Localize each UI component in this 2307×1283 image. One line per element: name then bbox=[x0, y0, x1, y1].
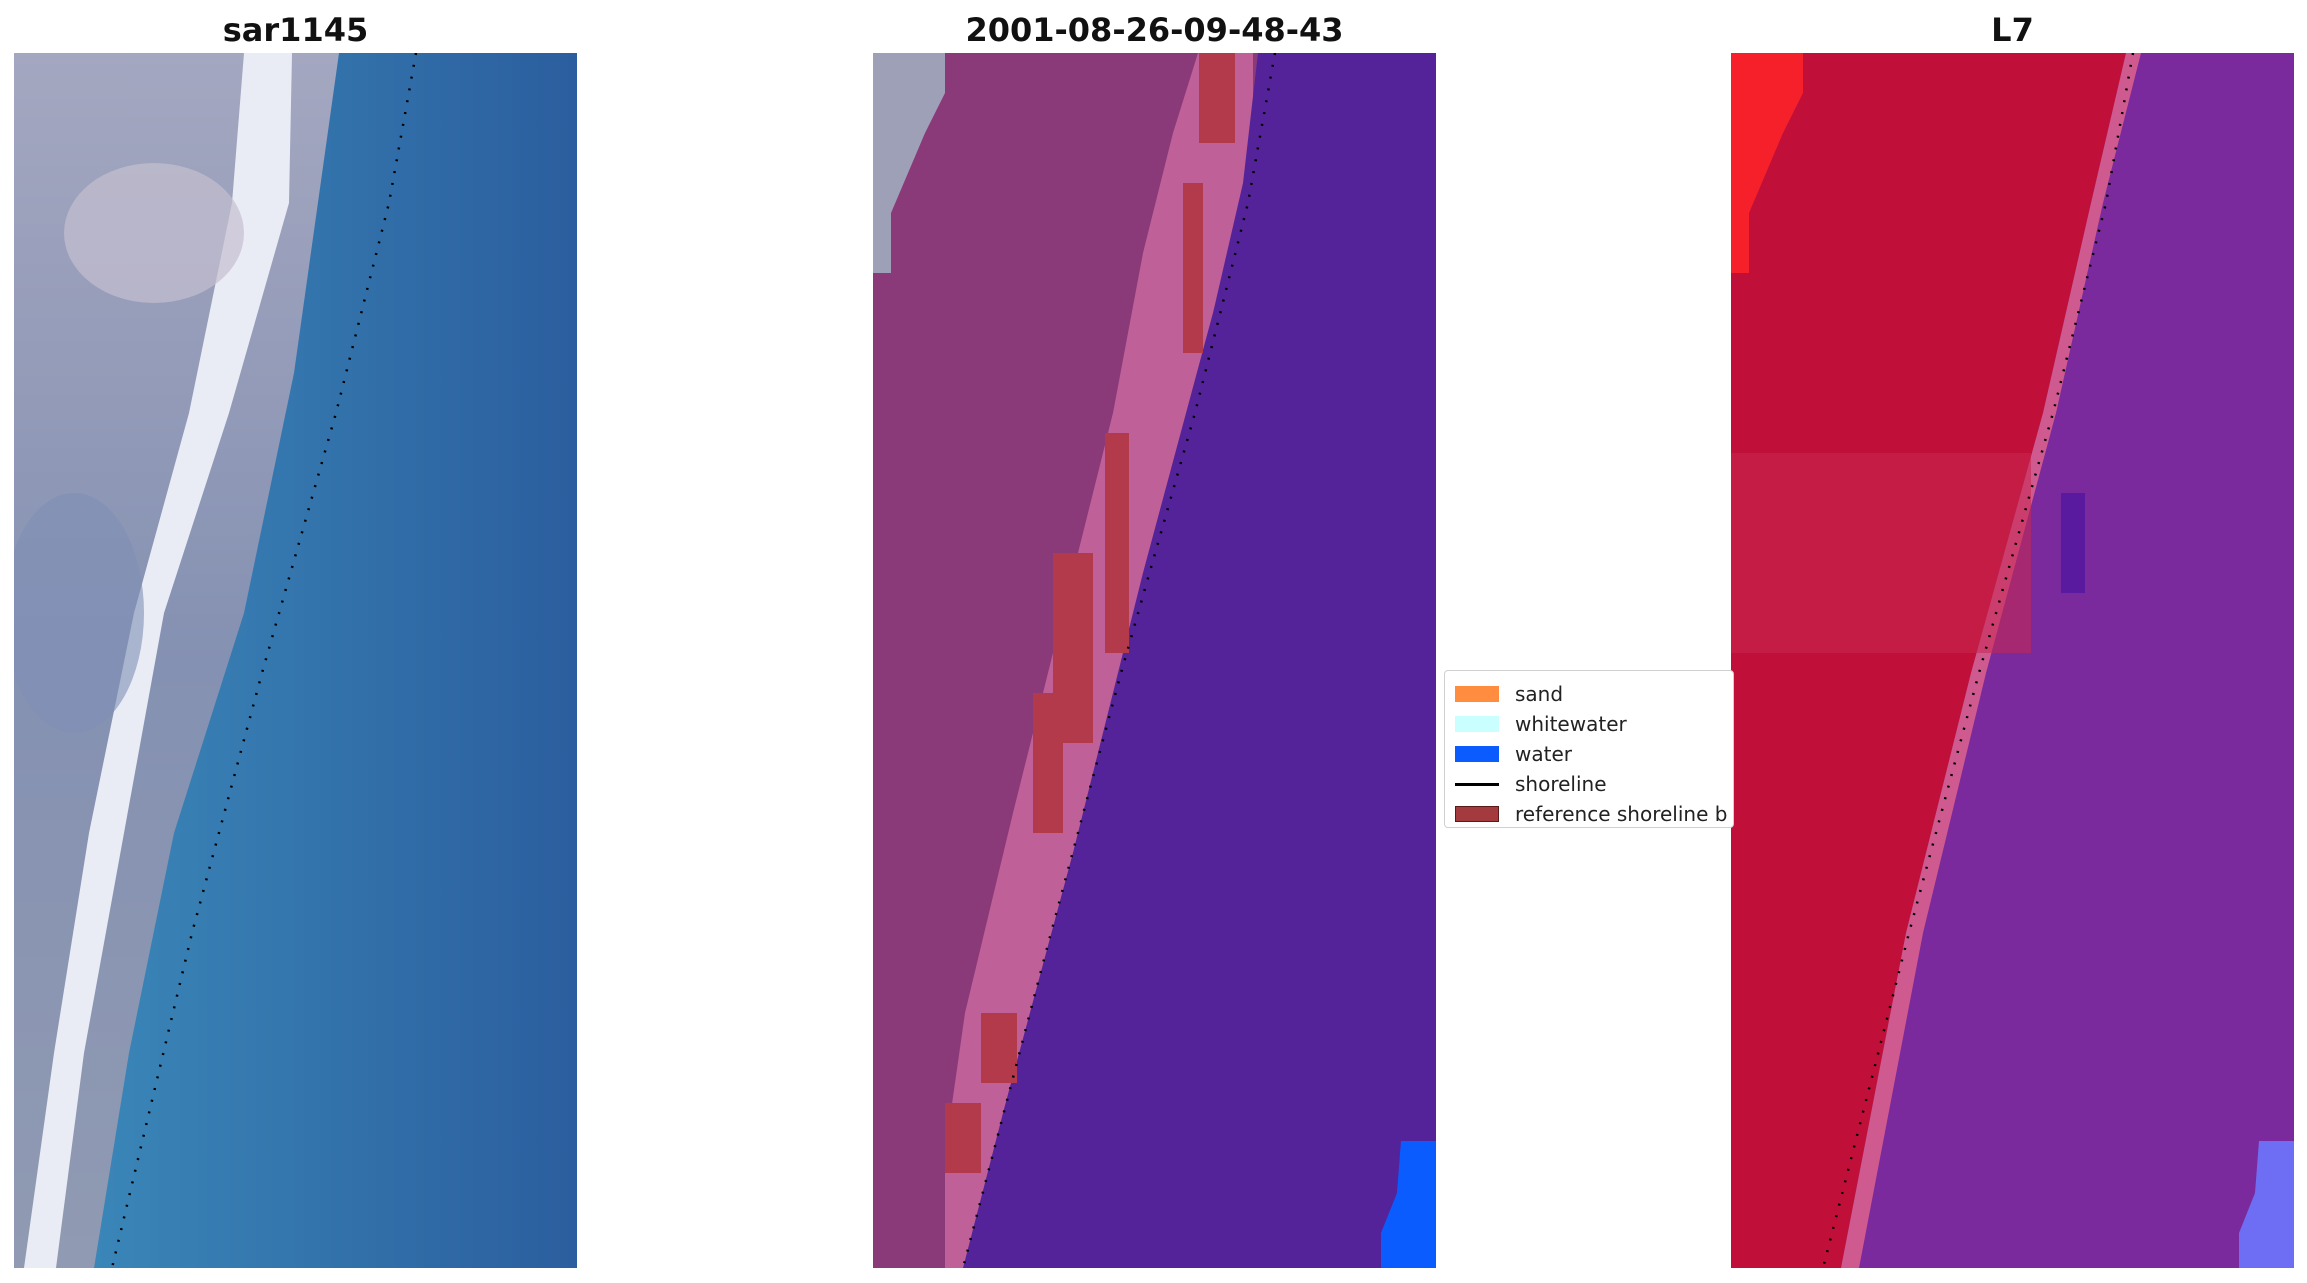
shoreline-classified bbox=[961, 53, 1277, 1268]
water-swatch bbox=[1455, 746, 1499, 762]
legend-label: water bbox=[1515, 742, 1572, 766]
legend-label: shoreline bbox=[1515, 772, 1607, 796]
l7-bright-land bbox=[1731, 53, 1803, 273]
class-buffer-6 bbox=[981, 1013, 1017, 1083]
class-buffer-7 bbox=[945, 1103, 981, 1173]
class-fringe bbox=[945, 53, 1253, 1268]
l7-image bbox=[1731, 53, 2294, 1268]
legend-item-sand: sand bbox=[1455, 679, 1733, 709]
sand-swatch bbox=[1455, 686, 1499, 702]
class-water bbox=[963, 53, 1436, 1268]
l7-land bbox=[1731, 53, 2126, 1268]
rgb-image-panel bbox=[14, 53, 577, 1268]
l7-water-blue bbox=[2239, 1141, 2294, 1268]
panel-title-l7: L7 bbox=[1991, 11, 2034, 49]
shoreline-rgb bbox=[110, 53, 418, 1268]
whitewater-swatch bbox=[1455, 716, 1499, 732]
shoreline-l7 bbox=[1821, 53, 2135, 1268]
rgb-surf bbox=[24, 53, 292, 1268]
l7-fringe bbox=[1841, 53, 2141, 1268]
reference-shoreline-swatch bbox=[1455, 806, 1499, 822]
l7-dark-patch bbox=[2061, 493, 2085, 593]
class-buffer-2 bbox=[1183, 183, 1203, 353]
legend-item-water: water bbox=[1455, 739, 1733, 769]
legend-item-whitewater: whitewater bbox=[1455, 709, 1733, 739]
legend-label: reference shoreline b bbox=[1515, 802, 1728, 826]
rgb-bright-land bbox=[64, 163, 244, 303]
legend-label: whitewater bbox=[1515, 712, 1627, 736]
class-buffer-3 bbox=[1105, 433, 1129, 653]
panel-title-classified: 2001-08-26-09-48-43 bbox=[965, 11, 1344, 49]
classified-image bbox=[873, 53, 1436, 1268]
panel-title-rgb: sar1145 bbox=[222, 11, 369, 49]
legend-label: sand bbox=[1515, 682, 1564, 706]
rgb-image bbox=[14, 53, 577, 1268]
l7-land-patch bbox=[1731, 453, 2031, 653]
l7-image-panel bbox=[1731, 53, 2294, 1268]
class-buffer-5 bbox=[1033, 693, 1063, 833]
class-water-blue bbox=[1381, 1141, 1436, 1268]
classified-image-panel bbox=[873, 53, 1436, 1268]
legend-item-reference-shoreline: reference shoreline b bbox=[1455, 799, 1733, 827]
rgb-dark-land bbox=[14, 493, 144, 733]
legend-item-shoreline: shoreline bbox=[1455, 769, 1733, 799]
class-grey-corner bbox=[873, 53, 945, 273]
shoreline-swatch bbox=[1455, 782, 1499, 786]
class-buffer-1 bbox=[1199, 53, 1235, 143]
rgb-water bbox=[94, 53, 577, 1268]
legend: sand whitewater water shoreline referenc… bbox=[1444, 670, 1734, 828]
